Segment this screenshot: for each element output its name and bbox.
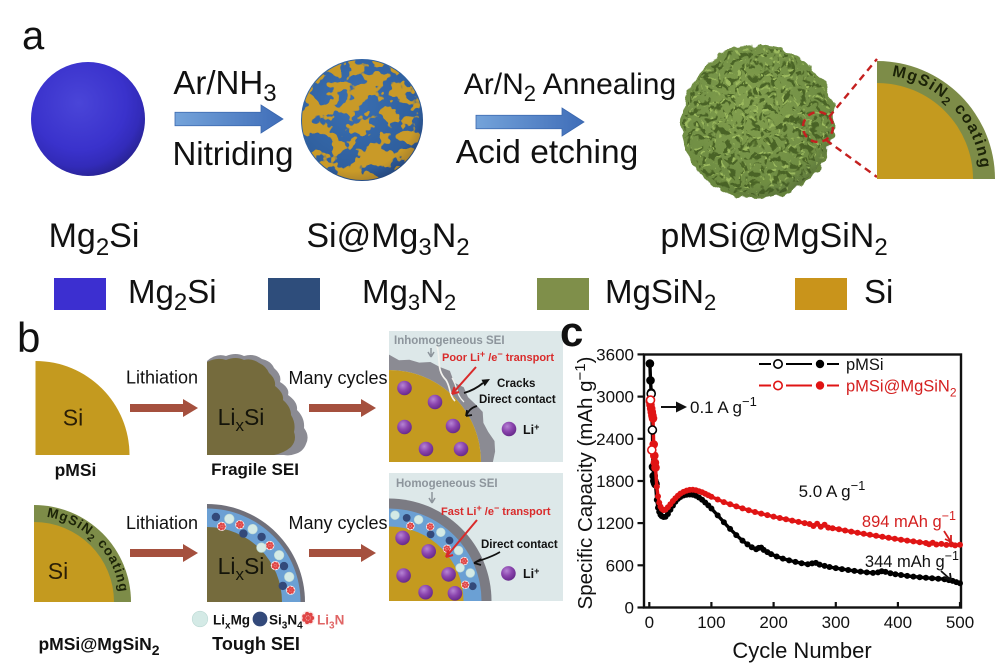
svg-text:1800: 1800 — [596, 472, 634, 491]
svg-text:pMSi: pMSi — [55, 460, 97, 480]
svg-text:pMSi@MgSiN2: pMSi@MgSiN2 — [660, 217, 887, 261]
svg-text:c: c — [560, 308, 583, 355]
svg-text:Specific Capacity (mAh g−1): Specific Capacity (mAh g−1) — [572, 357, 597, 610]
svg-text:Homogeneous SEI: Homogeneous SEI — [396, 478, 498, 490]
svg-text:Lithiation: Lithiation — [126, 513, 198, 533]
svg-text:500: 500 — [946, 613, 974, 632]
svg-text:Li3N: Li3N — [317, 613, 344, 632]
svg-text:Fast Li+ /e− transport: Fast Li+ /e− transport — [441, 503, 551, 518]
svg-text:400: 400 — [884, 613, 912, 632]
svg-text:Inhomogeneous SEI: Inhomogeneous SEI — [394, 335, 505, 347]
svg-text:3000: 3000 — [596, 388, 634, 407]
svg-text:Cycle Number: Cycle Number — [732, 638, 871, 663]
svg-text:Direct contact: Direct contact — [481, 539, 558, 551]
svg-text:Ar/N2 Annealing: Ar/N2 Annealing — [464, 68, 676, 106]
svg-text:300: 300 — [822, 613, 850, 632]
svg-text:200: 200 — [759, 613, 787, 632]
svg-text:Mg2Si: Mg2Si — [128, 273, 217, 316]
svg-text:Fragile SEI: Fragile SEI — [211, 460, 299, 479]
svg-text:1200: 1200 — [596, 514, 634, 533]
svg-text:Si3N4: Si3N4 — [269, 613, 303, 632]
svg-text:0: 0 — [625, 599, 634, 618]
svg-text:Mg2Si: Mg2Si — [49, 217, 140, 261]
svg-text:Si: Si — [48, 558, 68, 584]
svg-text:894 mAh g−1: 894 mAh g−1 — [862, 509, 956, 531]
svg-text:pMSi@MgSiN2: pMSi@MgSiN2 — [846, 378, 957, 400]
svg-text:Many cycles: Many cycles — [288, 513, 387, 533]
svg-text:344 mAh g−1: 344 mAh g−1 — [865, 549, 959, 571]
svg-text:Mg3N2: Mg3N2 — [362, 273, 456, 315]
svg-text:Acid etching: Acid etching — [456, 134, 639, 171]
svg-text:Nitriding: Nitriding — [172, 135, 293, 172]
svg-text:Ar/NH3: Ar/NH3 — [173, 64, 276, 107]
svg-text:Si: Si — [63, 405, 83, 431]
svg-text:5.0 A g−1: 5.0 A g−1 — [799, 478, 866, 501]
svg-text:MgSiN2: MgSiN2 — [605, 273, 716, 315]
svg-text:0: 0 — [645, 613, 654, 632]
svg-text:pMSi: pMSi — [846, 356, 884, 374]
svg-text:Many cycles: Many cycles — [288, 368, 387, 388]
svg-text:LixSi: LixSi — [218, 404, 265, 435]
svg-text:600: 600 — [606, 556, 634, 575]
svg-text:b: b — [17, 314, 40, 361]
svg-text:Poor Li+ /e− transport: Poor Li+ /e− transport — [442, 349, 554, 364]
svg-text:Si@Mg3N2: Si@Mg3N2 — [306, 217, 469, 261]
svg-text:a: a — [22, 14, 45, 58]
svg-text:2400: 2400 — [596, 430, 634, 449]
svg-text:100: 100 — [697, 613, 725, 632]
svg-text:0.1 A g−1: 0.1 A g−1 — [690, 394, 757, 417]
svg-text:Tough SEI: Tough SEI — [212, 634, 300, 654]
svg-text:LixMg: LixMg — [213, 613, 250, 632]
svg-text:3600: 3600 — [596, 345, 634, 364]
svg-text:Si: Si — [864, 273, 893, 310]
svg-text:Lithiation: Lithiation — [126, 368, 198, 388]
svg-text:Cracks: Cracks — [497, 378, 535, 390]
svg-text:Direct contact: Direct contact — [479, 394, 556, 406]
